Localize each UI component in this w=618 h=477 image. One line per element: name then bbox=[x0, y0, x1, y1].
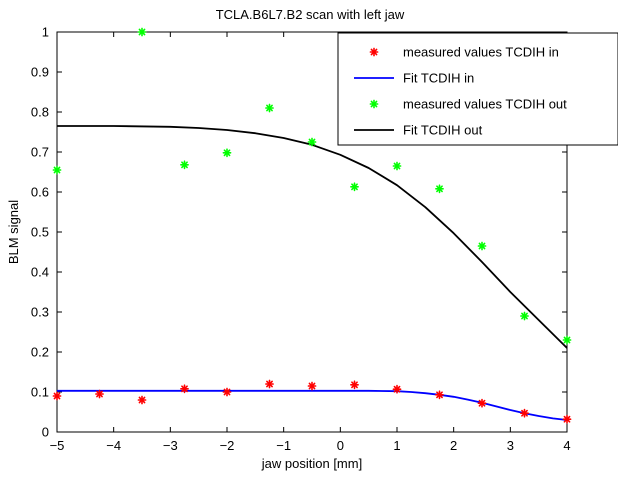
y-tick-label: 0.1 bbox=[31, 385, 49, 400]
data-point bbox=[477, 398, 487, 408]
data-point bbox=[52, 391, 62, 401]
y-tick-label: 0.8 bbox=[31, 105, 49, 120]
data-point bbox=[180, 384, 189, 394]
data-point bbox=[350, 182, 359, 192]
x-tick-label: 1 bbox=[393, 438, 400, 453]
x-tick-label: −1 bbox=[276, 438, 291, 453]
y-tick-label: 0.3 bbox=[31, 305, 49, 320]
y-tick-label: 0.7 bbox=[31, 145, 49, 160]
x-tick-label: 3 bbox=[507, 438, 514, 453]
series-points bbox=[52, 27, 572, 424]
data-point bbox=[307, 137, 317, 147]
legend-marker-swatch bbox=[369, 99, 379, 109]
data-point bbox=[180, 160, 189, 170]
data-point bbox=[477, 241, 487, 251]
data-point bbox=[562, 335, 572, 345]
data-point bbox=[520, 311, 529, 321]
x-tick-label: 0 bbox=[337, 438, 344, 453]
y-tick-label: 1 bbox=[42, 25, 49, 40]
data-point bbox=[265, 103, 274, 113]
data-point bbox=[520, 408, 529, 418]
data-point bbox=[562, 414, 572, 424]
x-tick-label: 2 bbox=[450, 438, 457, 453]
data-point bbox=[52, 165, 62, 175]
data-point bbox=[435, 390, 444, 400]
legend: measured values TCDIH in Fit TCDIH in meas… bbox=[337, 32, 618, 146]
data-point bbox=[435, 184, 444, 194]
legend-items: measured values TCDIH in Fit TCDIH in meas… bbox=[354, 45, 567, 138]
y-tick-label: 0.6 bbox=[31, 185, 49, 200]
x-tick-label: −5 bbox=[50, 438, 65, 453]
x-tick-label: 4 bbox=[563, 438, 570, 453]
legend-label: Fit TCDIH out bbox=[403, 123, 483, 138]
data-point bbox=[265, 379, 274, 389]
series-line-3 bbox=[57, 125, 568, 349]
x-axis-ticks: −5 −4 −3 −2 −1 0 1 2 3 4 bbox=[50, 32, 571, 453]
data-point bbox=[95, 389, 104, 399]
data-point bbox=[137, 27, 147, 37]
legend-box bbox=[337, 32, 618, 146]
legend-marker-swatch bbox=[369, 47, 379, 57]
data-point bbox=[222, 387, 232, 397]
x-tick-label: −2 bbox=[220, 438, 235, 453]
y-tick-label: 0.2 bbox=[31, 345, 49, 360]
data-point bbox=[222, 148, 232, 158]
y-tick-label: 0 bbox=[42, 425, 49, 440]
data-point bbox=[392, 384, 402, 394]
data-point bbox=[350, 380, 359, 390]
y-tick-label: 0.9 bbox=[31, 65, 49, 80]
legend-label: Fit TCDIH in bbox=[403, 71, 474, 86]
legend-label: measured values TCDIH in bbox=[403, 45, 559, 60]
data-point bbox=[137, 395, 147, 405]
data-point bbox=[392, 161, 402, 171]
y-tick-label: 0.4 bbox=[31, 265, 49, 280]
data-point bbox=[307, 381, 317, 391]
legend-label: measured values TCDIH out bbox=[403, 97, 567, 112]
y-axis-ticks: 0 0.1 0.2 0.3 0.4 0.5 0.6 0.7 0.8 0.9 1 bbox=[31, 25, 567, 440]
y-tick-label: 0.5 bbox=[31, 225, 49, 240]
x-tick-label: −4 bbox=[106, 438, 121, 453]
y-axis-label: BLM signal bbox=[6, 200, 21, 264]
chart-title: TCLA.B6L7.B2 scan with left jaw bbox=[216, 7, 405, 22]
x-tick-label: −3 bbox=[163, 438, 178, 453]
x-axis-label: jaw position [mm] bbox=[261, 456, 362, 471]
